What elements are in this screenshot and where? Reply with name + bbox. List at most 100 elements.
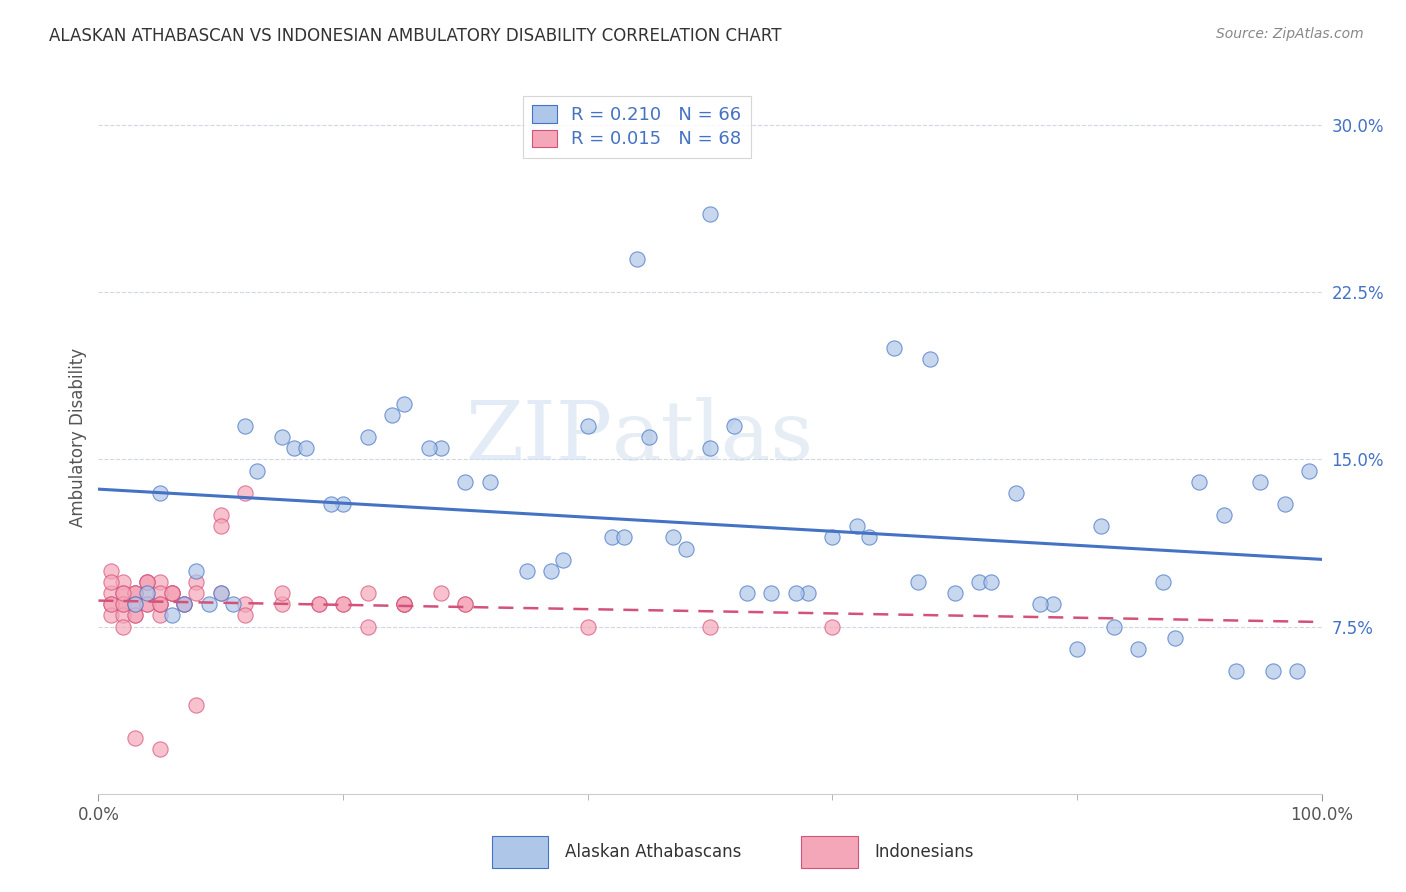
Point (1152, 575, 1174, 590)
Point (1029, 598, 1052, 612)
Point (136, 575, 159, 590)
Point (1274, 497, 1296, 511)
Point (136, 575, 159, 590)
Text: Source: ZipAtlas.com: Source: ZipAtlas.com (1216, 27, 1364, 41)
Point (576, 418, 599, 433)
Point (478, 475, 501, 489)
Point (699, 442, 721, 455)
Point (186, 586, 208, 600)
Point (209, 519, 232, 533)
Point (540, 564, 562, 578)
Point (209, 508, 232, 523)
Point (173, 598, 195, 612)
Point (699, 207, 721, 221)
Point (920, 351, 942, 366)
Point (761, 586, 783, 600)
Text: atlas: atlas (612, 397, 814, 477)
Text: ZIP: ZIP (465, 397, 612, 477)
Point (186, 575, 208, 590)
Point (270, 586, 294, 600)
Text: ALASKAN ATHABASCAN VS INDONESIAN AMBULATORY DISABILITY CORRELATION CHART: ALASKAN ATHABASCAN VS INDONESIAN AMBULAT… (49, 27, 782, 45)
Point (332, 598, 354, 612)
Point (735, 586, 758, 600)
Point (160, 608, 183, 623)
Point (233, 608, 256, 623)
Point (233, 485, 256, 500)
Point (613, 530, 636, 544)
Point (1042, 598, 1064, 612)
Point (149, 742, 172, 756)
Point (283, 442, 305, 455)
Point (967, 575, 990, 590)
Point (430, 586, 453, 600)
Point (197, 598, 219, 612)
Point (662, 530, 685, 544)
Point (100, 608, 122, 623)
Point (1090, 519, 1112, 533)
Point (160, 586, 183, 600)
Point (173, 598, 195, 612)
Point (454, 598, 477, 612)
Point (1004, 485, 1026, 500)
Point (100, 598, 122, 612)
Point (111, 608, 134, 623)
Legend: R = 0.210   N = 66, R = 0.015   N = 68: R = 0.210 N = 66, R = 0.015 N = 68 (523, 96, 751, 158)
Point (381, 408, 404, 422)
Point (821, 530, 844, 544)
Point (308, 598, 330, 612)
Point (100, 598, 122, 612)
Point (392, 598, 416, 612)
Point (173, 598, 195, 612)
Point (392, 598, 416, 612)
Point (233, 418, 256, 433)
Point (160, 586, 183, 600)
Point (1128, 642, 1150, 657)
Point (149, 586, 172, 600)
FancyBboxPatch shape (492, 836, 548, 868)
Point (111, 619, 134, 633)
Point (100, 564, 122, 578)
Point (160, 586, 183, 600)
Point (626, 252, 648, 266)
Point (883, 341, 905, 355)
Point (136, 598, 159, 612)
Point (149, 485, 172, 500)
Point (186, 564, 208, 578)
Point (124, 586, 146, 600)
Point (1261, 664, 1284, 679)
Point (124, 598, 146, 612)
FancyBboxPatch shape (801, 836, 858, 868)
Point (1102, 619, 1125, 633)
Point (907, 575, 929, 590)
Point (845, 519, 868, 533)
Point (111, 586, 134, 600)
Point (1164, 631, 1187, 645)
Point (332, 598, 354, 612)
Point (785, 586, 807, 600)
Point (430, 442, 453, 455)
Point (149, 598, 172, 612)
Point (723, 418, 745, 433)
Point (124, 586, 146, 600)
Point (553, 552, 575, 567)
Point (858, 530, 880, 544)
Point (209, 586, 232, 600)
Point (943, 586, 966, 600)
Point (111, 586, 134, 600)
Point (136, 586, 159, 600)
Point (149, 608, 172, 623)
Point (111, 598, 134, 612)
Point (149, 575, 172, 590)
Point (100, 575, 122, 590)
Point (295, 442, 318, 455)
Point (160, 586, 183, 600)
Point (149, 598, 172, 612)
Point (356, 619, 378, 633)
Point (270, 598, 294, 612)
Point (209, 586, 232, 600)
Point (1249, 475, 1271, 489)
Point (136, 575, 159, 590)
Point (111, 598, 134, 612)
Point (418, 442, 440, 455)
Point (136, 586, 159, 600)
